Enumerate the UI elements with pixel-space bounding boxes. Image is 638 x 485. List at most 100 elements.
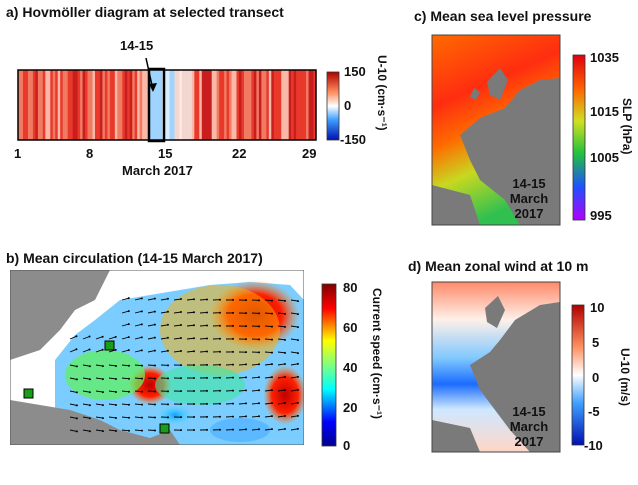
hovmoller-stripe [291,70,295,140]
hovmoller-stripe [57,70,61,140]
hovmoller-stripe [268,70,272,140]
hovmoller-stripe [204,70,208,140]
current-arrow-head [192,390,195,393]
current-arrow-head [283,401,286,404]
hovmoller-stripe [258,70,262,140]
hovmoller-stripe [154,70,158,140]
current-arrow [186,324,195,327]
wind-map [431,281,561,453]
current-arrow-head [166,416,169,419]
current-arrow-head [296,401,299,404]
hovmoller-stripe [211,70,215,140]
slp-map [431,34,561,226]
hovmoller-stripe [248,70,252,140]
colorbar-tick: 0 [592,370,600,385]
current-arrow [251,376,260,379]
current-arrow-head [153,297,156,300]
hovmoller-stripe [308,70,312,140]
current-arrow-head [244,351,247,354]
current-arrow [251,428,260,431]
current-arrow-head [283,338,286,341]
current-arrow [238,389,247,392]
current-arrow-head [101,430,104,433]
current-arrow-head [231,298,234,301]
current-arrow-head [114,348,117,351]
current-arrow-head [153,336,156,339]
hovmoller-stripe [50,70,54,140]
current-arrow-head [140,403,143,406]
current-arrow-head [140,416,143,419]
current-arrow [95,349,103,353]
panel-b-colorbar [321,283,337,447]
current-arrow-head [192,311,195,314]
current-arrow-head [75,365,78,368]
hovmoller-stripe [62,70,66,140]
current-arrow [134,377,143,380]
current-arrow [134,349,142,353]
current-arrow [277,325,286,328]
current-arrow [147,298,155,301]
hovmoller-stripe [67,70,71,140]
x-axis-title: March 2017 [122,163,193,178]
current-arrow-head [88,391,91,394]
current-arrow-head [127,403,130,406]
current-arrow-head [218,415,221,418]
hovmoller-stripe [109,70,113,140]
hovmoller-stripe [47,70,51,140]
current-arrow [69,390,77,393]
current-arrow [160,350,168,353]
current-arrow-head [283,325,286,328]
current-arrow-head [166,364,169,367]
current-arrow-head [205,376,208,379]
hovmoller-stripe [97,70,101,140]
hovmoller-stripe [313,70,317,140]
current-arrow-head [244,376,247,379]
hovmoller-stripe [288,70,292,140]
x-tick: 15 [158,146,173,161]
current-arrow-head [296,300,299,303]
current-arrow [186,311,195,314]
current-arrow-head [257,325,260,328]
current-arrow-head [244,325,247,328]
current-arrow-head [283,299,286,302]
current-arrow [264,351,273,354]
current-arrow-head [166,323,169,326]
current-arrow-head [270,351,273,354]
hovmoller-stripe [239,70,242,140]
current-arrow [82,336,90,340]
current-arrow-head [192,337,195,340]
current-arrow [290,402,298,405]
colorbar-tick: 0 [343,438,351,453]
current-arrow [290,428,298,431]
current-arrow-head [296,339,299,342]
current-arrow-head [114,429,117,432]
hovmoller-stripe [122,70,126,140]
current-arrow [264,402,273,405]
current-arrow [95,416,103,419]
hovmoller-stripe [234,70,237,140]
current-arrow-head [88,335,91,338]
current-arrow [290,389,298,392]
current-arrow-head [75,430,78,433]
current-arrow [160,298,168,301]
current-arrow-head [257,351,260,354]
current-arrow [290,376,298,379]
current-arrow-head [296,388,299,391]
current-arrow [147,311,155,314]
current-arrow-head [179,429,182,432]
current-arrow [82,349,90,353]
hovmoller-stripe [311,70,314,140]
hovmoller-stripe [30,70,34,140]
current-arrow-head [114,403,117,406]
current-arrow [264,312,273,315]
current-arrow [82,390,90,393]
current-arrow-head [270,389,273,392]
current-arrow-head [166,310,169,313]
hovmoller-stripe [229,70,232,140]
current-arrow-head [231,389,234,392]
current-arrow-head [270,415,273,418]
current-arrow [186,298,195,301]
colorbar-tick: 20 [343,400,358,415]
current-arrow-head [88,404,91,407]
current-arrow-head [166,377,169,380]
